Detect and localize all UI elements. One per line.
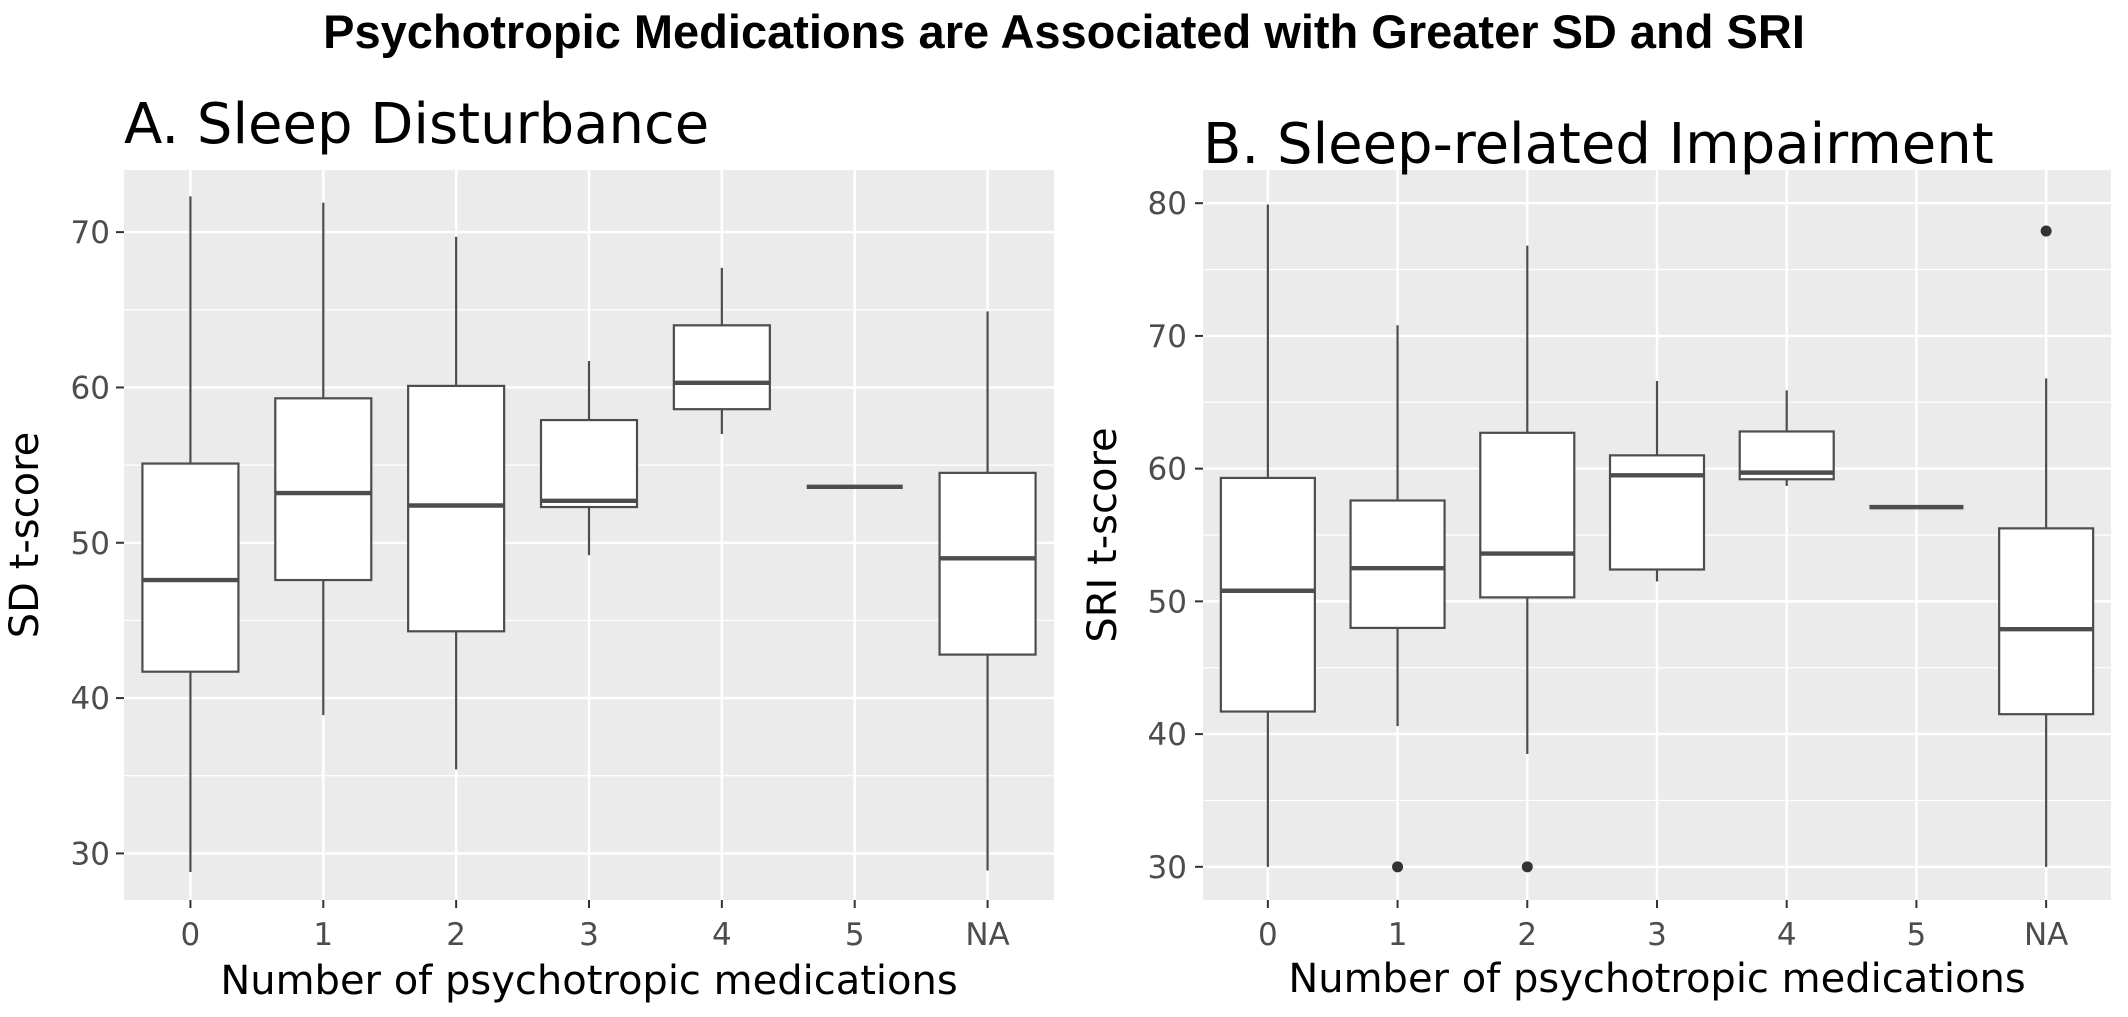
box-1 bbox=[274, 202, 373, 716]
x-tick-label: NA bbox=[965, 917, 1009, 953]
y-tick-label: 40 bbox=[1148, 717, 1187, 753]
x-tick-label: 1 bbox=[1388, 917, 1408, 953]
box-iqr bbox=[539, 418, 639, 509]
x-tick-label: 3 bbox=[1647, 917, 1667, 953]
x-tick-label: 2 bbox=[446, 917, 466, 953]
box-3 bbox=[539, 361, 639, 556]
y-tick-label: 30 bbox=[1148, 850, 1187, 886]
panel-a: 30 40 50 60 70 0 1 2 3 4 5 NA A. Sleep Disturbance Nu… bbox=[2, 92, 1054, 1004]
box-na bbox=[1998, 225, 2095, 867]
x-axis-title: Number of psychotropic medications bbox=[220, 958, 957, 1004]
x-tick-label: 3 bbox=[579, 917, 599, 953]
box-2 bbox=[407, 236, 506, 770]
y-tick-label: 40 bbox=[71, 681, 110, 717]
box-2 bbox=[1479, 245, 1576, 873]
y-tick-label: 30 bbox=[71, 836, 110, 872]
y-tick-label: 50 bbox=[71, 526, 110, 562]
outlier-point bbox=[1521, 861, 1533, 873]
x-tick-label: 4 bbox=[712, 917, 732, 953]
box-3 bbox=[1608, 381, 1706, 582]
box-iqr bbox=[274, 397, 373, 582]
box-iqr bbox=[1998, 527, 2095, 716]
x-tick-label: 5 bbox=[1907, 917, 1927, 953]
y-tick-label: 60 bbox=[1148, 452, 1187, 488]
box-iqr bbox=[672, 324, 771, 411]
x-tick-label: 0 bbox=[1258, 917, 1278, 953]
box-4 bbox=[672, 267, 771, 435]
x-tick-label: 2 bbox=[1517, 917, 1537, 953]
x-tick-label: 1 bbox=[313, 917, 333, 953]
panel-title: B. Sleep-related Impairment bbox=[1203, 112, 1994, 177]
box-0 bbox=[1219, 204, 1316, 867]
box-iqr bbox=[141, 462, 240, 673]
x-axis-title: Number of psychotropic medications bbox=[1288, 956, 2025, 1002]
y-tick-label: 70 bbox=[1148, 319, 1187, 355]
panel-title: A. Sleep Disturbance bbox=[124, 92, 709, 157]
figure-title: Psychotropic Medications are Associated … bbox=[323, 5, 1805, 58]
box-iqr bbox=[1219, 476, 1316, 713]
y-axis-title: SRI t-score bbox=[1080, 427, 1126, 642]
outlier-point bbox=[2040, 225, 2052, 237]
box-iqr bbox=[1349, 499, 1446, 630]
box-4 bbox=[1738, 390, 1835, 486]
box-0 bbox=[141, 196, 240, 873]
box-1 bbox=[1349, 325, 1446, 873]
x-tick-label: NA bbox=[2024, 917, 2068, 953]
x-tick-label: 4 bbox=[1777, 917, 1797, 953]
x-tick-label: 5 bbox=[845, 917, 865, 953]
box-na bbox=[938, 311, 1037, 871]
y-tick-label: 80 bbox=[1148, 186, 1187, 222]
box-iqr bbox=[1608, 454, 1706, 571]
y-tick-label: 50 bbox=[1148, 584, 1187, 620]
box-iqr bbox=[407, 384, 506, 633]
box-iqr bbox=[1479, 431, 1576, 599]
x-tick-label: 0 bbox=[181, 917, 201, 953]
y-tick-label: 60 bbox=[71, 370, 110, 406]
box-iqr bbox=[938, 471, 1037, 656]
y-axis-title: SD t-score bbox=[2, 432, 48, 639]
y-tick-label: 70 bbox=[71, 215, 110, 251]
panel-b: 30 40 50 60 70 80 0 1 2 3 4 5 NA B. Sleep-related Imp… bbox=[1080, 112, 2111, 1002]
outlier-point bbox=[1392, 861, 1404, 873]
